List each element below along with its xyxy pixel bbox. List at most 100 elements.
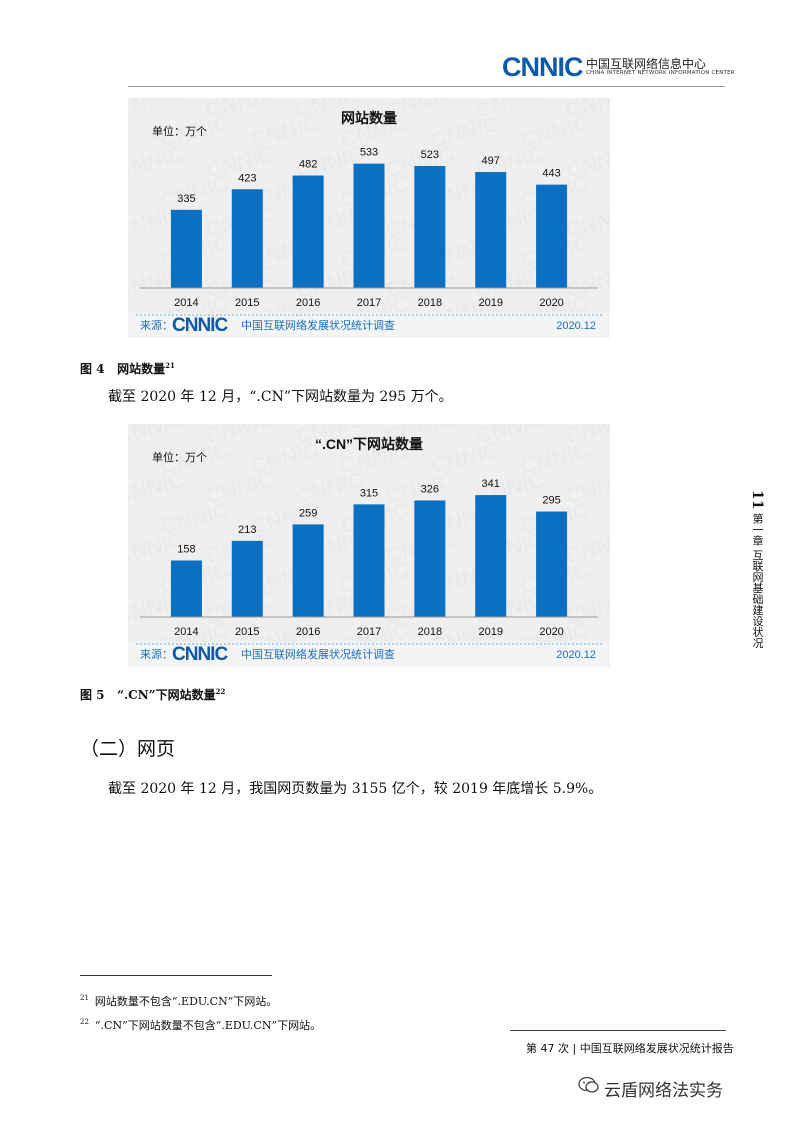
data-label-2017: 533 (360, 147, 378, 159)
footnote-22-text: “.CN”下网站数量不包含“.EDU.CN”下网站。 (94, 1019, 322, 1032)
x-tick-label-2019: 2019 (478, 626, 502, 638)
data-label-2018: 523 (421, 149, 439, 161)
data-label-2015: 423 (238, 172, 256, 184)
footnote-21-text: 网站数量不包含“.EDU.CN”下网站。 (94, 995, 278, 1008)
footer-divider (510, 1030, 726, 1031)
watermark-logo: CNNIC (128, 141, 187, 183)
page-footer: 第 47 次 | 中国互联网络发展状况统计报告 (526, 1042, 734, 1055)
source-prefix: 来源： (140, 318, 173, 332)
watermark-logo: CNNIC (608, 291, 610, 333)
bar-2015 (231, 540, 263, 617)
figure-4-title: 网站数量 (117, 362, 166, 376)
x-tick-label-2020: 2020 (539, 297, 563, 309)
x-tick-label-2017: 2017 (357, 297, 381, 309)
watermark-logo: CNNIC (608, 617, 610, 659)
chapter-title: 第一章 互联网基础建设状况 (751, 512, 764, 649)
bar-2018 (414, 500, 446, 617)
watermark-logo: CNNIC (128, 98, 187, 123)
cnnic-logo: CNNIC (502, 52, 583, 82)
watermark-logo: CNNIC (608, 171, 610, 213)
figure-5-caption: 图 5 “.CN”下网站数量22 (80, 686, 225, 703)
figure-5-title: “.CN”下网站数量 (117, 688, 216, 702)
x-tick-label-2018: 2018 (418, 626, 442, 638)
bar-2014 (170, 560, 202, 617)
footnote-22-number: 22 (80, 1018, 89, 1027)
x-tick-label-2014: 2014 (174, 297, 198, 309)
source-date: 2020.12 (556, 320, 596, 332)
footnote-22: 22 “.CN”下网站数量不包含“.EDU.CN”下网站。 (80, 1017, 321, 1033)
source-date: 2020.12 (556, 649, 596, 661)
data-label-2014: 335 (177, 193, 195, 205)
data-label-2016: 259 (299, 507, 317, 519)
bar-2017 (353, 163, 385, 288)
x-tick-label-2016: 2016 (296, 626, 320, 638)
figure-4-caption: 图 4 网站数量21 (80, 360, 175, 377)
figure-5-label: 图 5 (80, 688, 105, 702)
footnote-divider (80, 975, 272, 976)
watermark-logo: CNNIC (128, 467, 187, 509)
bar-2015 (231, 189, 263, 288)
bar-2014 (170, 209, 202, 288)
footnote-ref-21[interactable]: 21 (165, 361, 175, 370)
bar-2016 (292, 175, 324, 288)
data-label-2015: 213 (238, 524, 256, 536)
data-label-2016: 482 (299, 159, 317, 171)
wechat-icon (578, 1076, 599, 1093)
x-tick-label-2015: 2015 (235, 297, 259, 309)
watermark-text: 云盾网络法实务 (604, 1081, 723, 1101)
page-number: 11 (749, 490, 765, 510)
x-tick-label-2017: 2017 (357, 626, 381, 638)
unit-label: 单位：万个 (152, 450, 207, 464)
data-label-2018: 326 (421, 483, 439, 495)
footnote-ref-22[interactable]: 22 (215, 687, 226, 696)
x-tick-label-2018: 2018 (418, 297, 442, 309)
unit-label: 单位：万个 (152, 124, 207, 138)
bar-2016 (292, 524, 324, 617)
watermark-logo: CNNIC (608, 557, 610, 599)
header-divider (128, 86, 725, 87)
paragraph-cn-websites: 截至 2020 年 12 月，“.CN”下网站数量为 295 万个。 (108, 389, 453, 405)
source-logo: CNNIC (172, 315, 228, 336)
source-text: 中国互联网络发展状况统计调查 (241, 647, 395, 661)
watermark-logo: CNNIC (608, 231, 610, 273)
x-tick-label-2019: 2019 (478, 297, 502, 309)
source-text: 中国互联网络发展状况统计调查 (241, 318, 395, 332)
footnote-21-number: 21 (80, 994, 89, 1003)
footnote-21: 21 网站数量不包含“.EDU.CN”下网站。 (80, 993, 277, 1009)
section-heading: （二）网页 (80, 738, 176, 760)
chart-cn-website-count: CNNIC CNNIC CNNIC CNNIC CNNIC CNNIC CNNIC CNNIC… (128, 424, 610, 667)
watermark-logo: CNNIC (608, 111, 610, 153)
chart-title: 网站数量 (341, 110, 397, 126)
figure-4-label: 图 4 (80, 362, 105, 376)
x-tick-label-2015: 2015 (235, 626, 259, 638)
data-label-2014: 158 (177, 544, 195, 556)
watermark-logo: CNNIC (608, 437, 610, 479)
source-bar (128, 313, 610, 338)
org-name-cn: 中国互联网络信息中心 (586, 57, 707, 71)
bar-2019 (475, 172, 507, 288)
bar-2017 (353, 504, 385, 617)
data-label-2020: 443 (542, 168, 560, 180)
bar-2019 (475, 495, 507, 617)
bar-2020 (536, 511, 568, 617)
data-label-2020: 295 (542, 495, 560, 507)
chapter-side-tab: 11 第一章 互联网基础建设状况 (749, 490, 765, 648)
x-tick-label-2020: 2020 (539, 626, 563, 638)
data-label-2019: 497 (482, 155, 500, 167)
bar-2018 (414, 165, 446, 288)
x-tick-label-2014: 2014 (174, 626, 198, 638)
org-name-en: CHINA INTERNET NETWORK INFORMATION CENTE… (586, 70, 735, 76)
data-label-2019: 341 (482, 478, 500, 490)
data-label-2017: 315 (360, 487, 378, 499)
source-prefix: 来源： (140, 647, 173, 661)
paragraph-webpages: 截至 2020 年 12 月，我国网页数量为 3155 亿个，较 2019 年底… (108, 781, 603, 797)
x-tick-label-2016: 2016 (296, 297, 320, 309)
source-logo: CNNIC (172, 644, 228, 665)
chart-website-count: CNNIC CNNIC CNNIC CNNIC CNNIC CNNIC CNNIC CNNIC… (128, 98, 610, 338)
watermark-logo: CNNIC (608, 497, 610, 539)
source-bar (128, 642, 610, 667)
chart-title: “.CN”下网站数量 (315, 436, 423, 452)
watermark-logo: CNNIC (128, 424, 187, 449)
